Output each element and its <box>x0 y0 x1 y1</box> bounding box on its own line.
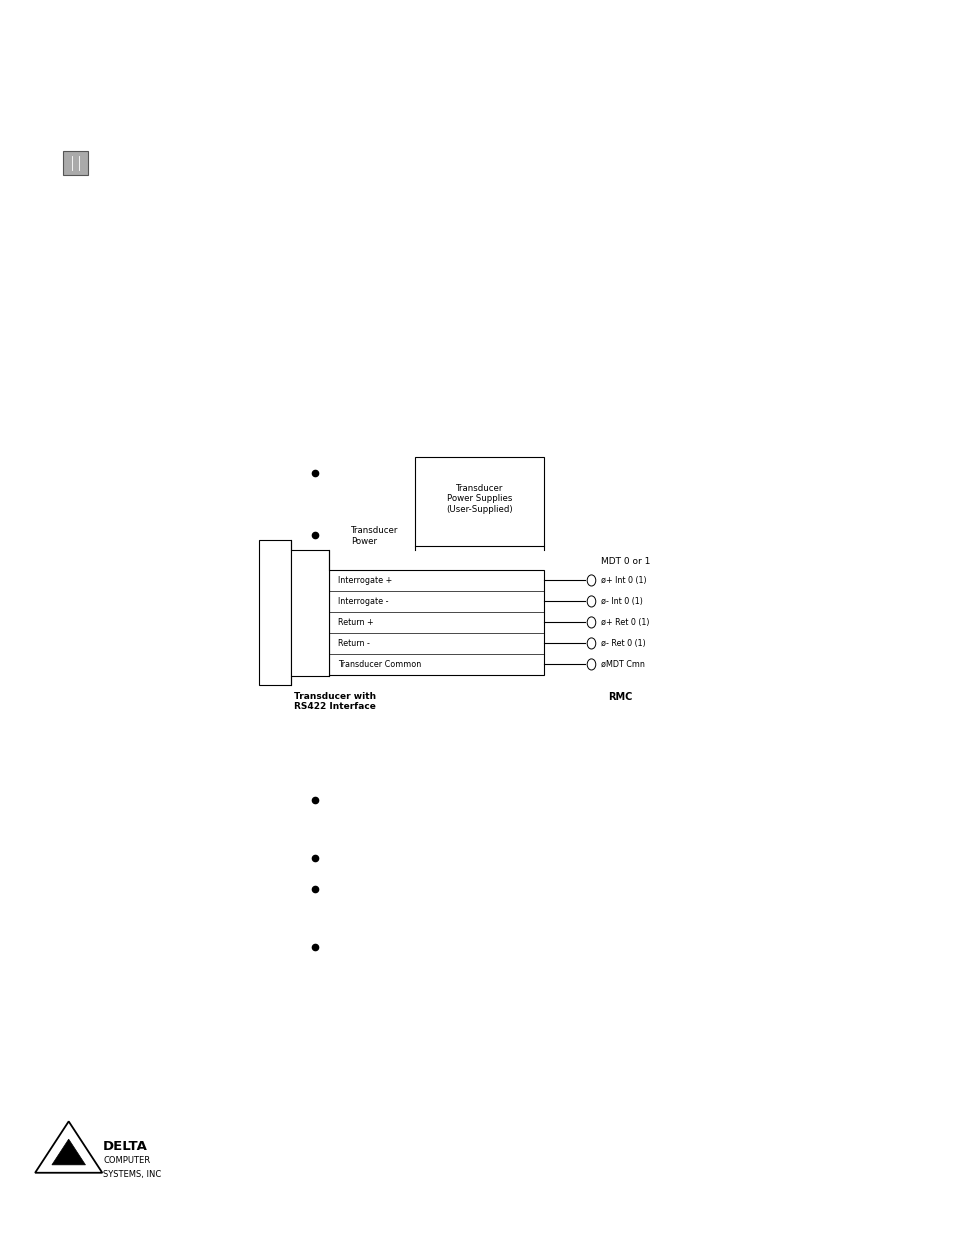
Polygon shape <box>51 1139 86 1165</box>
Text: øMDT Cmn: øMDT Cmn <box>600 659 644 669</box>
Text: Return -: Return - <box>337 638 369 648</box>
Text: DELTA: DELTA <box>103 1140 148 1152</box>
Text: Interrogate -: Interrogate - <box>337 597 388 606</box>
Text: Transducer Common: Transducer Common <box>337 659 420 669</box>
Text: SYSTEMS, INC: SYSTEMS, INC <box>103 1170 161 1179</box>
Text: Transducer
Power: Transducer Power <box>351 526 398 546</box>
Bar <box>415 457 543 546</box>
Text: ø- Ret 0 (1): ø- Ret 0 (1) <box>600 638 645 648</box>
Text: ø+ Int 0 (1): ø+ Int 0 (1) <box>600 576 646 585</box>
Text: ø+ Ret 0 (1): ø+ Ret 0 (1) <box>600 618 649 627</box>
Text: COMPUTER: COMPUTER <box>103 1156 150 1166</box>
Text: Transducer
Power Supplies
(User-Supplied): Transducer Power Supplies (User-Supplied… <box>446 484 512 514</box>
FancyBboxPatch shape <box>63 151 88 175</box>
Text: MDT 0 or 1: MDT 0 or 1 <box>600 557 650 567</box>
Text: RMC: RMC <box>607 692 632 701</box>
Bar <box>259 540 291 685</box>
Bar <box>329 571 543 674</box>
Text: Return +: Return + <box>337 618 373 627</box>
Text: ø- Int 0 (1): ø- Int 0 (1) <box>600 597 642 606</box>
Text: Interrogate +: Interrogate + <box>337 576 392 585</box>
Text: Transducer with
RS422 Interface: Transducer with RS422 Interface <box>294 692 375 711</box>
Bar <box>291 550 329 676</box>
